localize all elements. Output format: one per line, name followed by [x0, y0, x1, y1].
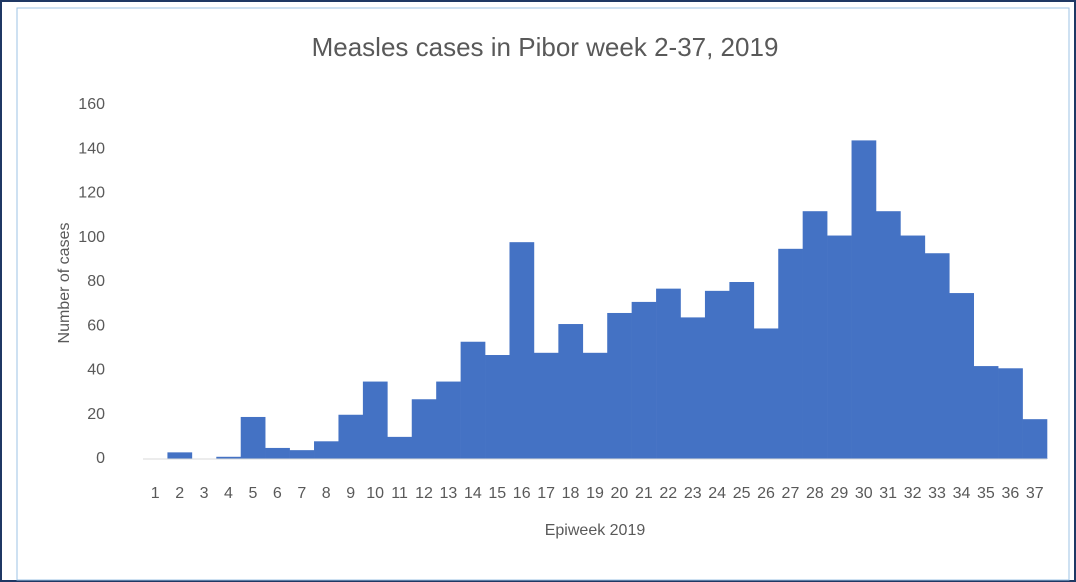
- bar: [949, 293, 975, 459]
- bar: [680, 317, 706, 459]
- bar: [827, 235, 852, 459]
- y-tick-label: 60: [87, 317, 105, 334]
- x-tick-label: 5: [248, 485, 257, 502]
- bar: [582, 352, 608, 459]
- x-tick-label: 29: [830, 485, 848, 502]
- x-tick-label: 26: [757, 485, 775, 502]
- bar: [1022, 419, 1048, 459]
- bar: [216, 456, 242, 459]
- bar: [289, 450, 315, 459]
- x-tick-label: 17: [537, 485, 555, 502]
- x-tick-label: 6: [273, 485, 282, 502]
- x-tick-label: 18: [562, 485, 580, 502]
- x-tick-label: 1: [151, 485, 160, 502]
- x-tick-label: 7: [297, 485, 306, 502]
- bar: [656, 288, 681, 459]
- x-tick-label: 12: [415, 485, 433, 502]
- bar: [485, 355, 510, 459]
- x-tick-label: 9: [346, 485, 355, 502]
- bar: [753, 328, 779, 459]
- y-tick-label: 0: [96, 450, 105, 467]
- x-tick-label: 8: [322, 485, 331, 502]
- x-tick-label: 31: [879, 485, 897, 502]
- x-tick-label: 13: [440, 485, 458, 502]
- bar: [533, 352, 559, 459]
- y-tick-label: 80: [87, 273, 105, 290]
- bar: [607, 312, 632, 459]
- x-tick-label: 19: [586, 485, 604, 502]
- x-tick-label: 33: [928, 485, 946, 502]
- bar: [998, 368, 1023, 459]
- bar: [387, 436, 413, 459]
- bar: [875, 211, 901, 459]
- bar: [265, 447, 290, 459]
- chart-area: [16, 7, 1070, 581]
- x-tick-label: 4: [224, 485, 233, 502]
- bar: [460, 341, 486, 459]
- bar: [704, 290, 730, 459]
- x-tick-label: 23: [684, 485, 702, 502]
- bar: [436, 381, 461, 459]
- x-tick-label: 2: [175, 485, 184, 502]
- bar: [558, 324, 584, 459]
- bar: [924, 253, 950, 459]
- x-tick-label: 21: [635, 485, 653, 502]
- x-tick-label: 37: [1026, 485, 1044, 502]
- bar: [240, 416, 266, 459]
- bar: [362, 381, 388, 459]
- x-tick-label: 36: [1001, 485, 1019, 502]
- x-tick-label: 22: [659, 485, 677, 502]
- y-tick-label: 160: [78, 96, 105, 113]
- bar: [411, 399, 437, 459]
- bar: [851, 140, 877, 459]
- bar: [314, 441, 339, 459]
- x-tick-label: 30: [855, 485, 873, 502]
- bar: [631, 301, 657, 459]
- x-tick-label: 11: [391, 485, 408, 502]
- bar: [338, 414, 364, 459]
- x-tick-label: 20: [611, 485, 629, 502]
- x-tick-label: 28: [806, 485, 824, 502]
- bar: [778, 248, 803, 459]
- y-tick-label: 40: [87, 362, 105, 379]
- x-tick-label: 34: [953, 485, 971, 502]
- x-tick-label: 27: [782, 485, 800, 502]
- bar: [802, 211, 828, 459]
- bar: [973, 366, 999, 459]
- bar: [509, 242, 535, 459]
- chart-title: Measles cases in Pibor week 2-37, 2019: [312, 32, 779, 62]
- x-tick-label: 3: [200, 485, 209, 502]
- bar: [900, 235, 926, 459]
- y-tick-label: 20: [87, 406, 105, 423]
- y-axis-title: Number of cases: [56, 223, 73, 344]
- x-tick-label: 32: [904, 485, 922, 502]
- bar: [167, 452, 193, 459]
- x-tick-label: 10: [366, 485, 384, 502]
- y-tick-label: 120: [78, 185, 105, 202]
- x-tick-label: 24: [708, 485, 726, 502]
- x-tick-label: 25: [733, 485, 751, 502]
- x-axis-title: Epiweek 2019: [545, 522, 646, 539]
- y-tick-label: 140: [78, 140, 105, 157]
- x-tick-label: 35: [977, 485, 995, 502]
- x-tick-label: 14: [464, 485, 482, 502]
- x-tick-label: 15: [488, 485, 506, 502]
- y-tick-label: 100: [78, 229, 105, 246]
- bar: [729, 282, 755, 459]
- x-tick-label: 16: [513, 485, 531, 502]
